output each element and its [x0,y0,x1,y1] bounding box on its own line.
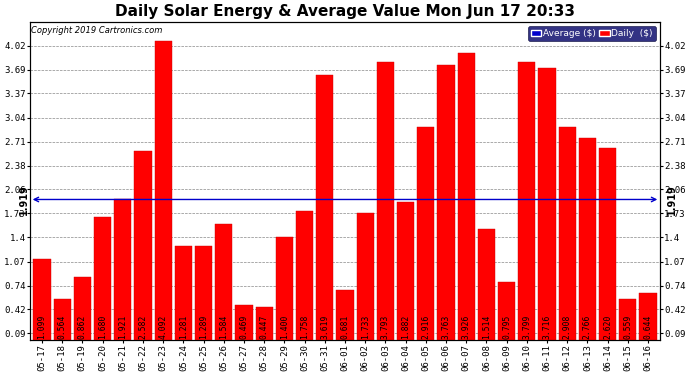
Text: 3.793: 3.793 [381,315,390,339]
Text: 1.882: 1.882 [401,315,410,339]
Bar [94,217,111,340]
Text: 0.559: 0.559 [623,315,632,339]
Bar [33,260,50,340]
Legend: Average ($), Daily  ($): Average ($), Daily ($) [528,26,656,40]
Text: 2.766: 2.766 [583,315,592,339]
Bar [579,138,596,340]
Bar [155,40,172,340]
Text: 1.919: 1.919 [19,184,29,215]
Text: 3.926: 3.926 [462,315,471,339]
Bar [538,68,555,340]
Bar [235,306,253,340]
Bar [417,127,435,340]
Text: 3.619: 3.619 [320,315,329,339]
Text: 1.400: 1.400 [280,315,289,339]
Text: 2.620: 2.620 [603,315,612,339]
Text: 3.799: 3.799 [522,315,531,339]
Text: 0.862: 0.862 [78,315,87,339]
Text: 1.733: 1.733 [361,315,370,339]
Bar [195,246,212,340]
Text: 0.469: 0.469 [239,315,248,339]
Bar [498,282,515,340]
Bar [114,200,131,340]
Text: 1.758: 1.758 [300,315,309,339]
Text: 1.099: 1.099 [37,315,46,339]
Text: 1.289: 1.289 [199,315,208,339]
Bar [135,151,152,340]
Text: 0.681: 0.681 [340,315,350,339]
Text: 2.582: 2.582 [139,315,148,339]
Text: 0.795: 0.795 [502,315,511,339]
Text: 1.584: 1.584 [219,315,228,339]
Bar [457,53,475,340]
Text: 1.680: 1.680 [98,315,107,339]
Text: 1.281: 1.281 [179,315,188,339]
Bar [518,62,535,340]
Text: 3.716: 3.716 [542,315,551,339]
Text: 0.447: 0.447 [259,315,268,339]
Title: Daily Solar Energy & Average Value Mon Jun 17 20:33: Daily Solar Energy & Average Value Mon J… [115,4,575,19]
Bar [54,298,71,340]
Text: 4.092: 4.092 [159,315,168,339]
Bar [74,277,91,340]
Text: 1.514: 1.514 [482,315,491,339]
Text: 2.916: 2.916 [422,315,431,339]
Bar [357,213,374,340]
Bar [599,148,616,340]
Bar [377,63,394,340]
Text: 0.564: 0.564 [58,315,67,339]
Bar [316,75,333,340]
Bar [478,229,495,340]
Text: 1.919: 1.919 [667,184,676,215]
Text: Copyright 2019 Cartronics.com: Copyright 2019 Cartronics.com [31,27,162,36]
Bar [175,246,192,340]
Bar [276,237,293,340]
Bar [337,290,353,340]
Text: 1.921: 1.921 [118,315,127,339]
Bar [619,299,636,340]
Bar [640,293,657,340]
Bar [255,307,273,340]
Text: 2.908: 2.908 [563,315,572,339]
Text: 0.644: 0.644 [644,315,653,339]
Bar [437,64,455,340]
Bar [559,127,576,340]
Bar [215,224,233,340]
Bar [296,211,313,340]
Text: 3.763: 3.763 [442,315,451,339]
Bar [397,202,414,340]
